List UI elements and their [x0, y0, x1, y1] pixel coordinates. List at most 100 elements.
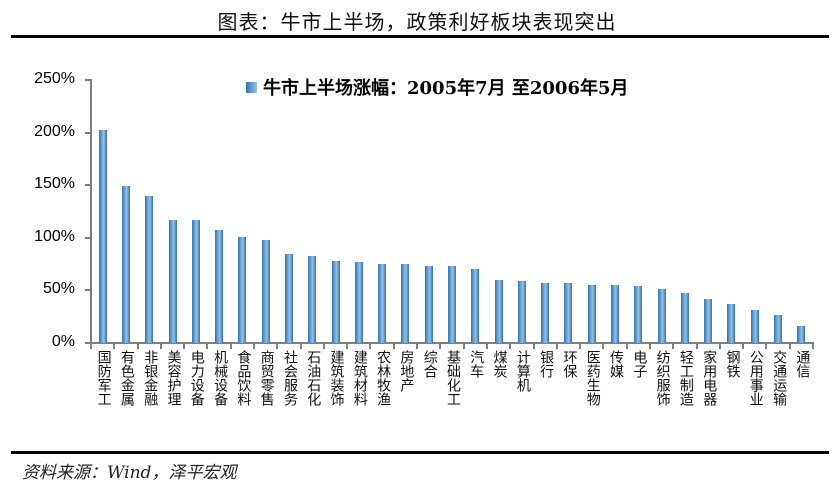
x-tick-label: 建筑材料 [351, 350, 368, 406]
y-tick-label: 150% [34, 175, 75, 193]
x-tick-label: 非银金融 [142, 350, 159, 406]
x-tick [369, 342, 372, 349]
legend-label: 牛市上半场涨幅：2005年7月 至2006年5月 [263, 78, 629, 99]
bar [448, 266, 456, 343]
x-tick [462, 342, 465, 349]
bar [145, 195, 154, 343]
x-tick [672, 342, 675, 349]
x-tick [416, 342, 419, 349]
y-tick [85, 289, 91, 292]
bar [354, 261, 363, 343]
x-tick-label: 交通运输 [771, 350, 788, 406]
legend: 牛市上半场涨幅：2005年7月 至2006年5月 [246, 74, 629, 100]
x-tick [136, 342, 139, 349]
bar [657, 289, 666, 343]
x-tick [579, 342, 582, 349]
x-tick [742, 342, 745, 349]
x-tick [253, 342, 256, 349]
x-tick-label: 纺织服饰 [654, 350, 671, 406]
x-tick-label: 汽车 [468, 350, 485, 378]
x-tick-label: 煤炭 [491, 350, 508, 378]
x-tick [276, 342, 279, 349]
bar [98, 130, 107, 343]
x-tick-label: 计算机 [514, 350, 531, 392]
x-tick [485, 342, 488, 349]
bar [401, 264, 410, 343]
bar [331, 260, 340, 343]
y-tick [85, 79, 91, 81]
x-tick [788, 342, 791, 349]
top-rule [11, 35, 829, 38]
bar [168, 219, 177, 343]
bar [587, 285, 596, 343]
bar [704, 298, 713, 343]
x-tick [602, 342, 605, 349]
bar [215, 230, 224, 343]
x-tick-label: 钢铁 [724, 350, 741, 378]
x-tick [206, 342, 209, 349]
y-tick-label: 250% [34, 70, 75, 87]
x-tick-label: 建筑装饰 [328, 350, 345, 406]
bar [541, 283, 550, 343]
y-tick [85, 184, 91, 187]
x-tick [392, 342, 395, 349]
x-tick [765, 342, 768, 349]
x-tick-label: 轻工制造 [677, 350, 694, 406]
x-tick-label: 公用事业 [747, 350, 764, 406]
x-tick-label: 商贸零售 [258, 350, 275, 406]
x-tick-label: 传媒 [608, 350, 625, 378]
y-tick [85, 342, 91, 344]
bar [261, 239, 270, 343]
x-tick [90, 342, 92, 349]
x-tick-label: 农林牧渔 [375, 350, 392, 406]
x-tick-label: 医药生物 [584, 350, 601, 406]
x-tick-label: 家用电器 [701, 350, 718, 406]
source-note: 资料来源：Wind，泽平宏观 [22, 463, 237, 483]
bar [727, 304, 736, 343]
y-tick-label: 100% [34, 227, 75, 245]
x-tick [695, 342, 698, 349]
x-tick-label: 国防军工 [95, 350, 112, 406]
bar [494, 279, 503, 343]
bar [471, 269, 480, 343]
y-tick-label: 50% [42, 280, 75, 298]
x-tick [532, 342, 535, 349]
bar [680, 292, 689, 343]
x-tick-label: 食品饮料 [235, 350, 252, 406]
y-tick [85, 236, 91, 239]
x-tick-label: 石油石化 [305, 350, 322, 406]
bar [191, 219, 200, 343]
x-tick [322, 342, 325, 349]
y-tick-label: 200% [34, 122, 75, 140]
y-axis [90, 79, 92, 344]
x-tick [718, 342, 721, 349]
x-tick [509, 342, 512, 349]
x-tick [346, 342, 349, 349]
x-tick-label: 环保 [561, 350, 578, 378]
x-axis [85, 342, 814, 344]
x-tick-label: 美容护理 [165, 350, 182, 406]
bar [284, 253, 293, 343]
x-tick-label: 银行 [538, 350, 555, 378]
x-tick-label: 有色金属 [118, 350, 135, 406]
x-tick-label: 综合 [421, 350, 438, 378]
x-tick-label: 电力设备 [188, 350, 205, 406]
bar [121, 186, 130, 343]
bar [564, 283, 573, 343]
bar [424, 266, 433, 343]
x-tick-label: 通信 [794, 350, 811, 378]
bar-chart: 牛市上半场涨幅：2005年7月 至2006年5月 0% 50% 100% 150% 20… [34, 70, 814, 406]
y-tick-label: 0% [51, 333, 75, 350]
bar [774, 314, 783, 343]
bottom-rule [11, 451, 829, 454]
bar [634, 286, 643, 343]
bar [238, 236, 247, 343]
bar [797, 326, 806, 343]
x-tick [625, 342, 628, 349]
legend-swatch-icon [246, 81, 257, 93]
x-tick [229, 342, 232, 349]
x-tick [439, 342, 442, 349]
bar [750, 310, 759, 343]
bar [517, 280, 526, 343]
x-tick [159, 342, 162, 349]
